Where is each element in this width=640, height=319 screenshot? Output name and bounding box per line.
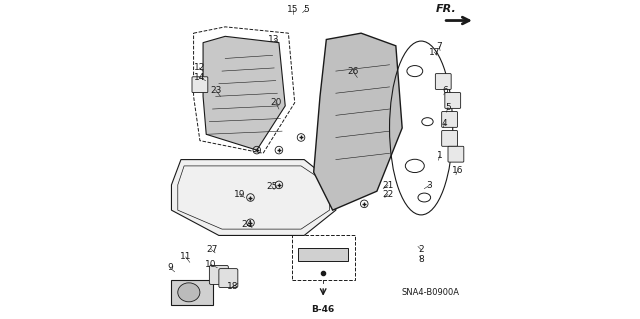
Text: SNA4-B0900A: SNA4-B0900A: [402, 288, 460, 297]
Text: 23: 23: [210, 85, 221, 94]
FancyBboxPatch shape: [448, 146, 464, 162]
Text: 24: 24: [242, 220, 253, 229]
Text: B-46: B-46: [312, 305, 335, 314]
Polygon shape: [203, 36, 285, 150]
Text: 10: 10: [205, 260, 217, 269]
Polygon shape: [172, 280, 212, 305]
Text: 2: 2: [419, 245, 424, 254]
Text: 12: 12: [193, 63, 205, 72]
Text: 13: 13: [268, 35, 280, 44]
Text: 18: 18: [227, 282, 239, 291]
Text: 16: 16: [452, 166, 463, 175]
Text: 25: 25: [266, 182, 278, 191]
Text: 27: 27: [206, 245, 218, 254]
Text: 20: 20: [270, 98, 282, 107]
FancyBboxPatch shape: [435, 74, 451, 89]
Ellipse shape: [178, 283, 200, 302]
Text: 5: 5: [445, 103, 451, 112]
Polygon shape: [314, 33, 402, 210]
Text: 19: 19: [234, 190, 245, 199]
FancyBboxPatch shape: [442, 112, 458, 127]
Text: 21: 21: [382, 181, 394, 190]
Text: 11: 11: [180, 252, 191, 262]
Text: 15: 15: [287, 5, 299, 14]
Text: 7: 7: [436, 42, 442, 51]
Text: 3: 3: [426, 181, 432, 190]
Text: 26: 26: [348, 67, 359, 76]
FancyBboxPatch shape: [192, 77, 208, 93]
FancyBboxPatch shape: [219, 269, 238, 288]
Text: 4: 4: [442, 119, 447, 128]
Polygon shape: [172, 160, 336, 235]
Text: 1: 1: [436, 151, 442, 160]
FancyBboxPatch shape: [209, 265, 228, 285]
Text: 9: 9: [167, 263, 173, 272]
Text: FR.: FR.: [436, 4, 457, 14]
Text: 8: 8: [419, 255, 424, 263]
FancyBboxPatch shape: [445, 93, 461, 108]
Bar: [292, 235, 355, 280]
Text: 17: 17: [429, 48, 440, 57]
Text: 5: 5: [303, 5, 308, 14]
Polygon shape: [298, 248, 348, 261]
Text: 14: 14: [193, 73, 205, 82]
Text: 22: 22: [382, 190, 394, 199]
Text: 6: 6: [442, 86, 448, 95]
FancyBboxPatch shape: [442, 130, 458, 146]
